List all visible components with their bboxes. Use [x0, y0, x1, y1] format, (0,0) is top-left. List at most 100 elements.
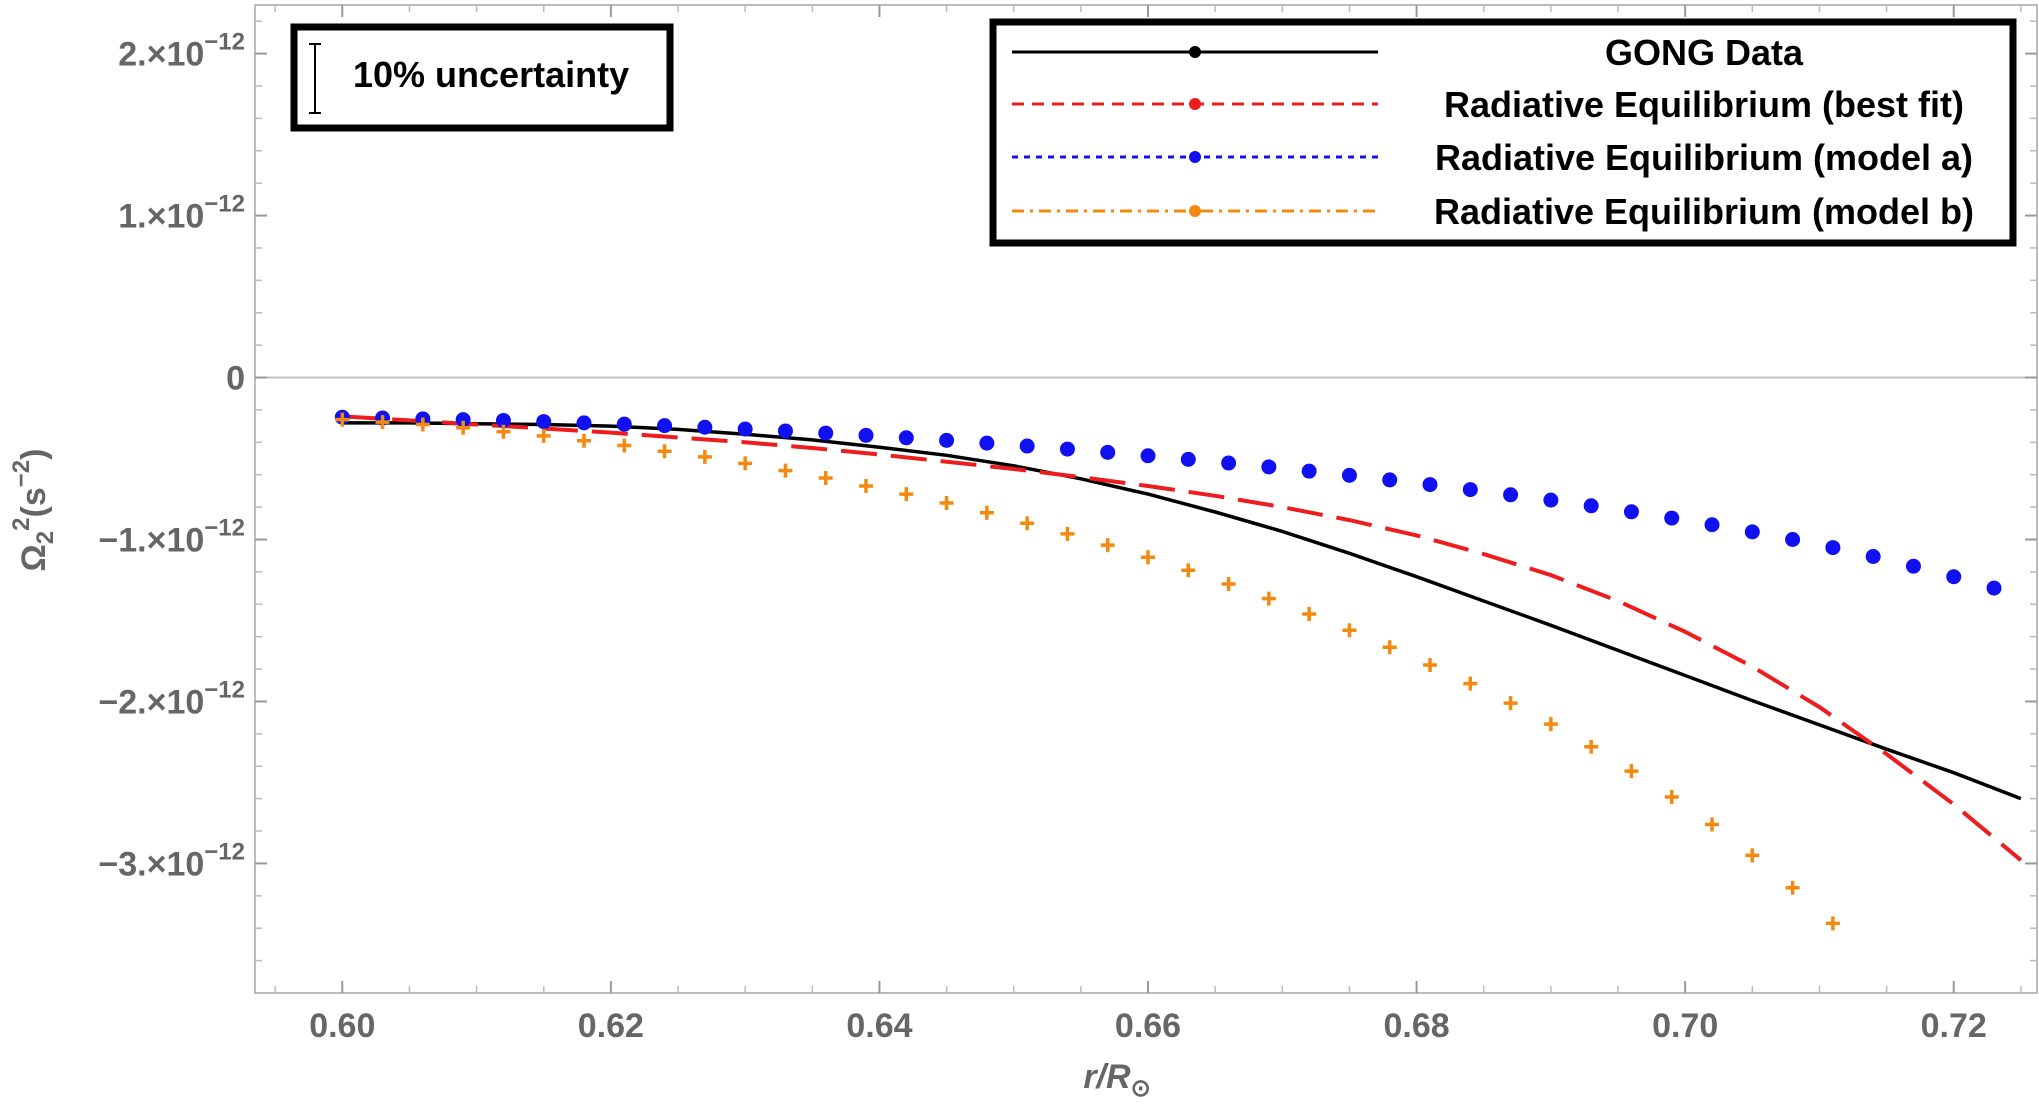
axes-layer: 0.60 0.62 0.64 0.66 0.68 0.70 0.72 2.×10−12 1.×1… — [98, 5, 2037, 1045]
x-tick-label: 0.64 — [846, 1007, 912, 1045]
data-point — [778, 463, 793, 478]
data-point — [1382, 472, 1398, 488]
data-point — [939, 496, 954, 511]
y-tick-label: −3.×10−12 — [98, 838, 245, 883]
data-point — [1543, 717, 1558, 732]
data-point — [898, 430, 914, 446]
data-point — [738, 456, 753, 471]
data-point — [1221, 577, 1236, 592]
data-point — [1020, 516, 1035, 531]
data-point — [1946, 569, 1962, 585]
data-point — [657, 444, 672, 459]
x-axis-title: r/R⊙ — [1083, 1058, 1150, 1102]
data-point — [979, 505, 994, 520]
data-point — [1341, 467, 1357, 483]
data-point — [495, 412, 511, 428]
legend-frame — [989, 18, 2017, 247]
y-axis-title-sub: 2 — [32, 531, 59, 544]
data-point — [1664, 790, 1679, 805]
y-tick-label: −2.×10−12 — [98, 676, 245, 721]
legend-label: Radiative Equilibrium (model b) — [1434, 191, 1974, 232]
data-point — [737, 421, 753, 437]
data-point — [818, 470, 833, 485]
data-point — [1423, 658, 1438, 673]
x-axis-title-sub: ⊙ — [1131, 1075, 1151, 1102]
data-point — [1059, 441, 1075, 457]
data-point — [1100, 538, 1115, 553]
data-point — [1463, 676, 1478, 691]
y-tick-label: 2.×10−12 — [118, 29, 245, 74]
data-point — [1181, 563, 1196, 578]
y-tick-label: 1.×10−12 — [118, 191, 245, 236]
data-point — [617, 438, 632, 453]
data-point — [1261, 591, 1276, 606]
data-point — [1342, 623, 1357, 638]
data-point — [577, 433, 592, 448]
data-point — [1302, 606, 1317, 621]
legend-label: Radiative Equilibrium (best fit) — [1444, 84, 1964, 125]
series-3 — [334, 409, 2002, 596]
legend-marker — [1189, 151, 1201, 163]
data-point — [415, 417, 430, 432]
data-point — [1100, 444, 1116, 460]
series-4 — [335, 412, 1840, 931]
data-point — [1301, 463, 1317, 479]
x-tick-label: 0.60 — [309, 1007, 375, 1045]
data-point — [657, 418, 673, 434]
x-axis-title-main: r/R — [1083, 1058, 1131, 1096]
y-axis-title-unit-close: ) — [15, 449, 53, 460]
series-2 — [342, 414, 2023, 862]
data-point — [858, 427, 874, 443]
data-point — [335, 412, 350, 427]
data-point — [1503, 487, 1519, 503]
data-point — [1462, 482, 1478, 498]
data-point — [1865, 548, 1881, 564]
data-point — [939, 432, 955, 448]
data-point — [899, 487, 914, 502]
data-point — [979, 435, 995, 451]
data-point — [1986, 580, 2002, 596]
data-point — [1825, 540, 1841, 556]
legend-marker — [1189, 46, 1201, 58]
legend-label: Radiative Equilibrium (model a) — [1435, 137, 1973, 178]
data-point — [697, 449, 712, 464]
data-point — [1583, 498, 1599, 514]
data-point — [616, 416, 632, 432]
data-point — [1141, 550, 1156, 565]
x-tick-label: 0.66 — [1115, 1007, 1181, 1045]
plot-frame — [254, 4, 2038, 994]
data-point — [1905, 558, 1921, 574]
data-point — [1060, 526, 1075, 541]
y-axis-title: Ω22(s−2) — [8, 449, 59, 572]
data-point — [697, 419, 713, 435]
data-point — [1825, 916, 1840, 931]
data-point — [1584, 739, 1599, 754]
uncertainty-legend-label: 10% uncertainty — [353, 54, 629, 95]
x-tick-label: 0.72 — [1921, 1007, 1987, 1045]
data-point — [456, 420, 471, 435]
data-point — [1180, 451, 1196, 467]
data-point — [536, 414, 552, 430]
legend: GONG Data Radiative Equilibrium (best fit… — [989, 18, 2017, 247]
data-point — [1705, 817, 1720, 832]
y-axis-title-unit-sup: −2 — [8, 460, 35, 487]
data-point — [818, 425, 834, 441]
legend-marker — [1189, 205, 1201, 217]
data-point — [1704, 517, 1720, 533]
data-point — [859, 479, 874, 494]
data-point — [1019, 438, 1035, 454]
x-tick-label: 0.62 — [578, 1007, 644, 1045]
uncertainty-legend-frame — [290, 23, 674, 132]
series-layer — [334, 409, 2023, 931]
data-point — [496, 424, 511, 439]
data-point — [1664, 510, 1680, 526]
x-tick-label: 0.68 — [1383, 1007, 1449, 1045]
data-point — [1221, 455, 1237, 471]
legend-marker — [1189, 98, 1201, 110]
data-point — [1422, 477, 1438, 493]
data-point — [1785, 880, 1800, 895]
data-point — [777, 423, 793, 439]
data-point — [576, 415, 592, 431]
data-point — [1623, 504, 1639, 520]
